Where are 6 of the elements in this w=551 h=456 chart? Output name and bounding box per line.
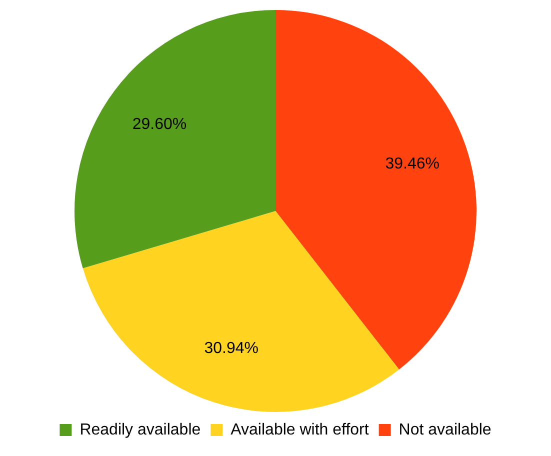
legend-label: Available with effort: [230, 421, 370, 438]
data-label: 30.94%: [204, 340, 259, 358]
legend-label: Not available: [398, 421, 492, 438]
legend-label: Readily available: [80, 421, 201, 438]
data-label: 29.60%: [132, 116, 187, 133]
data-label: 39.46%: [385, 155, 440, 172]
